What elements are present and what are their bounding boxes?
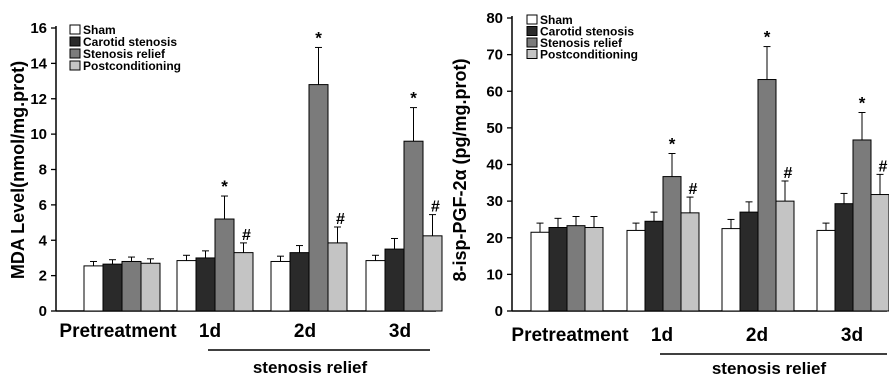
category-label: Pretreatment [511, 325, 629, 346]
bar [662, 176, 682, 312]
legend-swatch [69, 48, 81, 59]
y-axis-label: 8-isp-PGF-2α (pg/mg.prot) [450, 58, 470, 281]
bar [626, 229, 646, 312]
legend-swatch [526, 26, 538, 36]
significance-star: * [859, 93, 866, 112]
bar [365, 260, 386, 312]
legend-swatch [526, 49, 538, 59]
category-label: 2d [294, 321, 316, 342]
category-label: 1d [199, 321, 221, 342]
category-label: Pretreatment [59, 321, 177, 342]
mda-chart: 0 2 4 6 8 10 12 14 16 MDA Level(nmol/mg.prot) * * * #… [8, 20, 443, 377]
isoprostane-chart: 0 10 20 30 40 50 60 70 80 8-isp-PGF-2α (pg/mg.pro… [450, 10, 889, 378]
category-label: 3d [389, 321, 411, 342]
bar [308, 84, 329, 312]
bar [102, 263, 123, 312]
bar [384, 248, 405, 312]
legend-label: Postconditioning [540, 48, 638, 62]
bar [289, 252, 310, 312]
bar [852, 139, 872, 312]
bar [816, 229, 836, 312]
y-tick-label: 50 [486, 120, 503, 137]
legend-label: Stenosis relief [83, 47, 166, 61]
y-tick-label: 40 [486, 157, 503, 174]
bar [566, 225, 586, 312]
group-label: stenosis relief [253, 358, 368, 377]
category-label: 2d [746, 325, 768, 346]
y-tick-label: 4 [39, 232, 48, 249]
y-tick-label: 20 [486, 230, 503, 247]
y-tick-label: 16 [30, 20, 47, 37]
y-axis-label: MDA Level(nmol/mg.prot) [8, 61, 28, 279]
group-label: stenosis relief [712, 359, 827, 378]
bar [195, 257, 216, 312]
legend-swatch [69, 60, 81, 71]
bar [233, 252, 254, 312]
bar [721, 228, 741, 312]
significance-star: * [764, 28, 771, 47]
bar [739, 211, 759, 312]
bar [403, 140, 424, 312]
legend-swatch [526, 37, 538, 48]
legend-label: Postconditioning [83, 59, 181, 73]
bar [834, 203, 854, 312]
bar [327, 242, 348, 312]
category-label: 3d [841, 325, 863, 346]
y-tick-label: 10 [30, 126, 47, 143]
y-tick-label: 30 [486, 193, 503, 210]
significance-star: * [221, 177, 228, 196]
significance-hash: # [689, 181, 698, 198]
legend-label: Carotid stenosis [83, 35, 177, 49]
bar [775, 200, 795, 312]
y-tick-label: 10 [486, 266, 503, 283]
legend-swatch [526, 14, 538, 25]
y-tick-label: 12 [30, 91, 47, 108]
legend-swatch [69, 36, 81, 47]
y-tick-label: 2 [39, 268, 47, 285]
legend-swatch [69, 24, 81, 35]
y-tick-label: 80 [486, 10, 503, 27]
legend-label: Sham [83, 23, 116, 37]
bar [270, 260, 291, 312]
significance-hash: # [336, 211, 345, 228]
significance-hash: # [431, 199, 440, 216]
legend-label: Stenosis relief [540, 36, 623, 50]
bar [140, 262, 161, 312]
bar [584, 226, 604, 312]
bar [644, 220, 664, 312]
y-tick-label: 8 [39, 162, 47, 179]
y-tick-label: 60 [486, 83, 503, 100]
significance-star: * [410, 89, 417, 108]
significance-hash: # [242, 227, 251, 244]
bar [176, 260, 197, 312]
bar [680, 212, 700, 312]
bar [530, 231, 550, 312]
bar [121, 260, 142, 312]
y-tick-label: 70 [486, 47, 503, 64]
significance-star: * [315, 28, 322, 47]
bar [870, 194, 889, 312]
significance-hash: # [784, 165, 793, 182]
bar [83, 265, 104, 312]
legend-label: Carotid stenosis [540, 25, 634, 39]
legend-label: Sham [540, 13, 573, 27]
bar [548, 226, 568, 312]
bar [757, 79, 777, 312]
bar [214, 218, 235, 312]
y-tick-label: 0 [39, 303, 47, 320]
bar [422, 235, 443, 312]
significance-star: * [669, 135, 676, 154]
y-tick-label: 6 [39, 197, 47, 214]
y-tick-label: 0 [495, 303, 503, 320]
significance-hash: # [879, 158, 888, 175]
category-label: 1d [651, 325, 673, 346]
y-tick-label: 14 [30, 55, 47, 72]
